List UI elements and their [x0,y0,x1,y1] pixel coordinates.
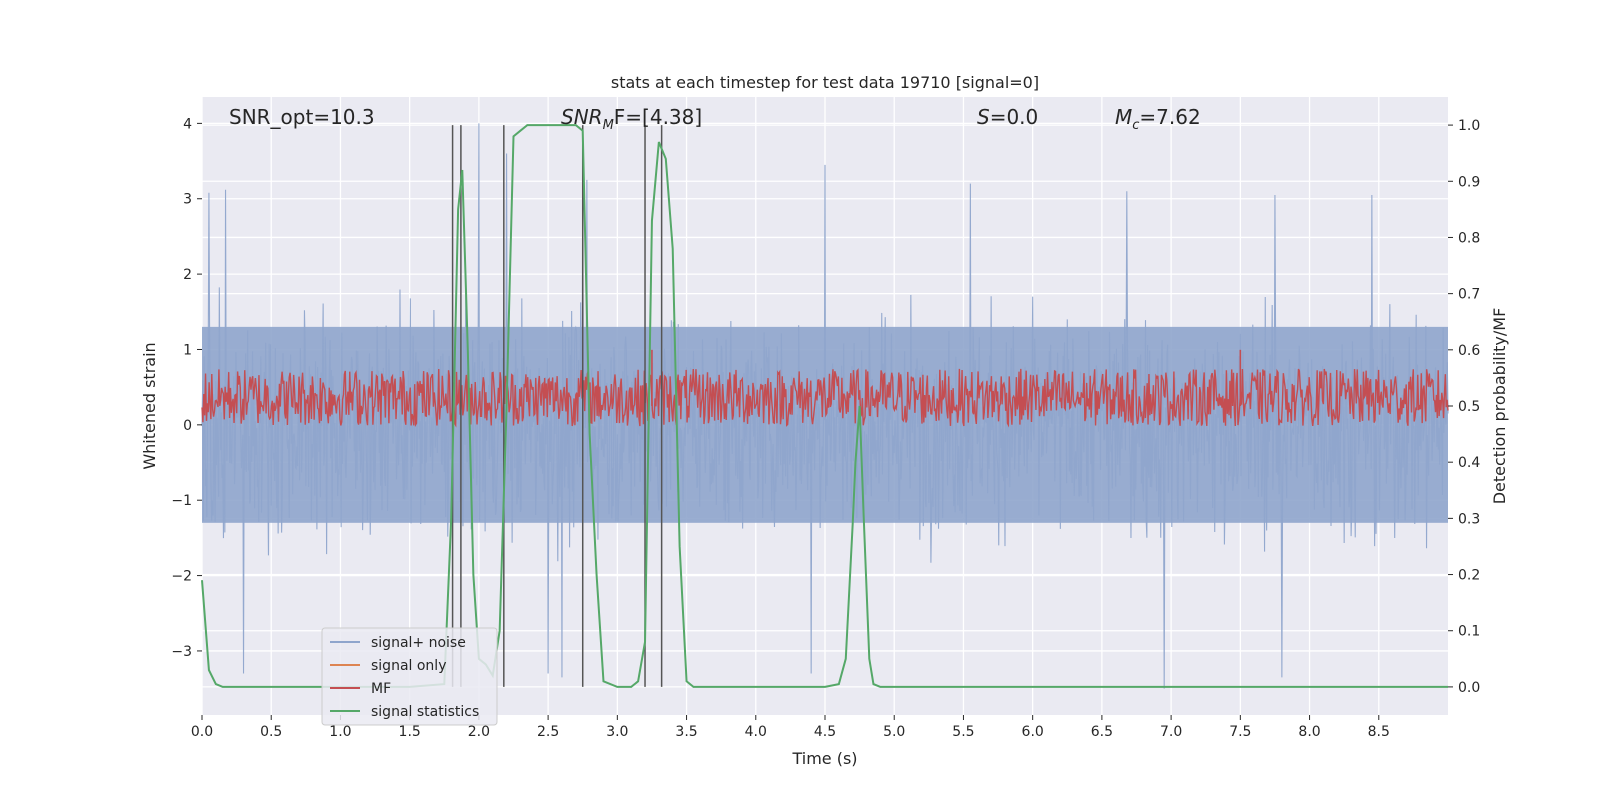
y-right-tick-label: 1.0 [1458,118,1480,134]
legend: signal+ noise signal only MF signal statist… [321,627,498,726]
mc-sub: c [1132,118,1139,133]
x-tick-label: 8.5 [1368,724,1390,740]
noise-line [201,123,1449,689]
y-right-tick-label: 0.5 [1458,399,1480,415]
x-tick-label: 4.0 [745,724,767,740]
legend-label: signal+ noise [371,635,466,651]
mc-annotation: Mc=7.62 [1115,105,1201,133]
x-tick-label: 7.0 [1160,724,1182,740]
mc-base: M [1115,105,1132,129]
snr-mf-sub: M [603,118,614,133]
s-italic: S [977,105,990,129]
x-tick-label: 7.5 [1229,724,1251,740]
y-right-tick-label: 0.1 [1458,624,1480,640]
y-right-tick-label: 0.9 [1458,174,1480,190]
signal-statistics-series [201,124,1448,688]
x-tick-label: 0.5 [260,724,282,740]
plot-area [201,97,1449,715]
y-right-tick-label: 0.3 [1458,511,1480,527]
y-left-tick-label: −1 [171,493,192,509]
legend-items: signal+ noise signal only MF signal statist… [330,635,479,720]
s-annotation: S=0.0 [977,105,1038,129]
y-right-tick-label: 0.4 [1458,455,1480,471]
chart-title: stats at each timestep for test data 197… [611,73,1039,92]
mf-series [201,349,1449,428]
y-axis-left-label: Whitened strain [140,342,159,469]
y-axis-left-ticks: −3 −2 −1 0 1 2 3 4 [171,116,202,660]
mc-value: =7.62 [1139,105,1200,129]
y-left-tick-label: 4 [183,116,192,132]
y-left-tick-label: 0 [183,418,192,434]
x-axis-ticks: 0.0 0.5 1.0 1.5 2.0 2.5 3.0 3.5 4.0 4.5 5.0 5.5 6.0 6… [191,715,1390,740]
y-right-tick-label: 0.8 [1458,230,1480,246]
y-right-tick-label: 0.7 [1458,287,1480,303]
x-tick-label: 2.5 [537,724,559,740]
legend-label: signal only [371,658,446,674]
y-axis-right-label: Detection probability/MF [1490,308,1509,505]
snr-mf-base: SNR [561,105,603,129]
x-tick-label: 6.5 [1091,724,1113,740]
x-tick-label: 8.0 [1298,724,1320,740]
legend-label: signal statistics [371,704,479,720]
s-value: =0.0 [990,105,1039,129]
legend-box [321,627,498,726]
x-tick-label: 1.0 [329,724,351,740]
x-tick-label: 2.0 [468,724,490,740]
y-left-tick-label: −2 [171,569,192,585]
x-tick-label: 5.5 [952,724,974,740]
x-tick-label: 3.0 [606,724,628,740]
x-tick-label: 6.0 [1022,724,1044,740]
snr-opt-annotation: SNR_opt=10.3 [229,105,375,129]
x-tick-label: 3.5 [675,724,697,740]
y-left-tick-label: −3 [171,644,192,660]
x-tick-label: 4.5 [814,724,836,740]
x-tick-label: 5.0 [883,724,905,740]
x-tick-label: 0.0 [191,724,213,740]
x-axis-label: Time (s) [791,749,857,768]
x-tick-label: 1.5 [399,724,421,740]
y-left-tick-label: 3 [183,192,192,208]
y-axis-right-ticks: 0.0 0.1 0.2 0.3 0.4 0.5 0.6 0.7 0.8 0.9 1.0 [1448,118,1480,696]
y-right-tick-label: 0.2 [1458,568,1480,584]
y-right-tick-label: 0.0 [1458,680,1480,696]
y-right-tick-label: 0.6 [1458,343,1480,359]
signal-statistics-line [201,124,1448,688]
legend-label: MF [371,681,391,697]
y-left-tick-label: 1 [183,342,192,358]
snr-mf-rest: F=[4.38] [614,105,702,129]
y-left-tick-label: 2 [183,267,192,283]
snr-mf-annotation: SNRMF=[4.38] [561,105,702,133]
